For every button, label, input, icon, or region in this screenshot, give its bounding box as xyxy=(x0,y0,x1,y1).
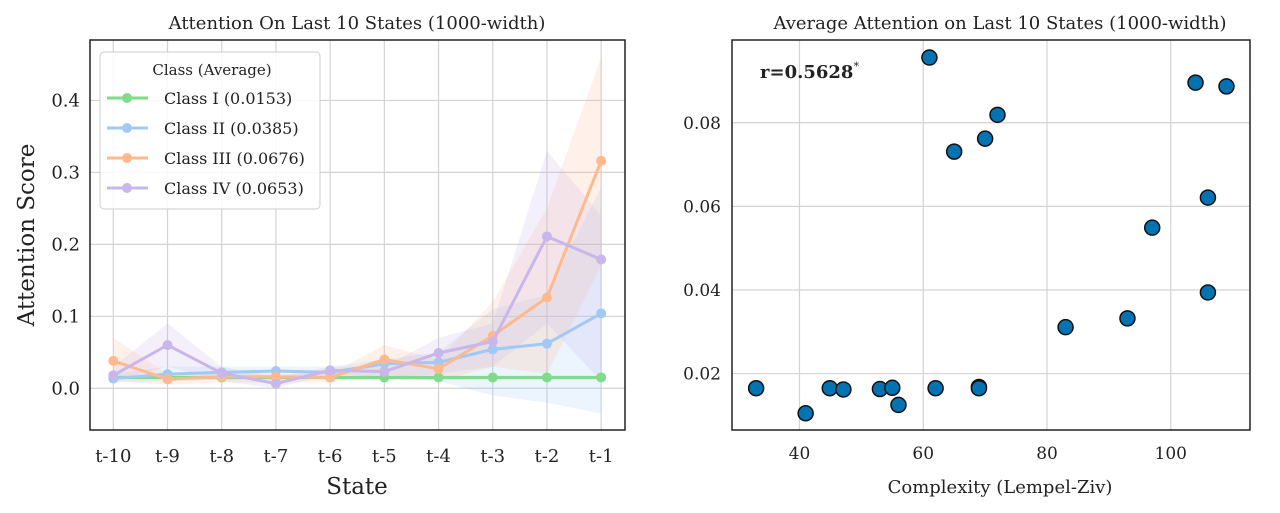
x-tick-label: t-8 xyxy=(209,446,234,467)
scatter-point xyxy=(1057,318,1074,336)
scatter-point xyxy=(1119,310,1136,327)
x-tick-label: 100 xyxy=(1155,444,1187,464)
series-1-point xyxy=(487,372,498,383)
scatter-point xyxy=(1143,219,1161,236)
y-tick-label: 0.06 xyxy=(683,197,721,217)
series-3-point xyxy=(325,372,336,383)
series-4-point xyxy=(433,348,444,359)
series-3-point xyxy=(379,354,390,365)
scatter-point xyxy=(945,143,963,160)
scatter-point xyxy=(1199,284,1217,301)
legend-swatch-marker xyxy=(122,123,132,133)
correlation-value: r=0.5628 xyxy=(760,62,853,83)
series-4-point xyxy=(216,368,227,379)
confidence-band-2 xyxy=(113,186,602,414)
scatter-point xyxy=(927,379,944,397)
legend-box xyxy=(99,51,321,210)
series-1-point xyxy=(596,372,607,383)
scatter-point xyxy=(976,130,994,147)
left-chart-title: Attention On Last 10 States (1000-width) xyxy=(168,13,546,34)
series-3-point xyxy=(108,355,119,366)
x-tick-label: t-2 xyxy=(535,446,560,467)
y-tick-label: 0.04 xyxy=(683,281,721,301)
scatter-point xyxy=(747,379,765,397)
legend-label: Class IV (0.0653) xyxy=(164,179,304,198)
x-tick-label: t-9 xyxy=(155,446,180,467)
x-tick-label: t-1 xyxy=(589,446,614,467)
x-tick-label: 60 xyxy=(912,444,934,464)
legend-swatch-marker xyxy=(122,183,132,193)
series-3-point xyxy=(270,371,281,382)
right-chart-title: Average Attention on Last 10 States (100… xyxy=(772,13,1226,34)
series-4-point xyxy=(596,254,607,265)
series-4-point xyxy=(379,366,390,377)
series-4-point xyxy=(162,340,173,351)
x-tick-label: t-5 xyxy=(372,446,397,467)
series-2-point xyxy=(541,338,552,349)
x-tick-label: t-3 xyxy=(480,446,505,467)
line-chart: Attention On Last 10 States (1000-width)… xyxy=(14,13,626,500)
legend: Class (Average) Class I (0.0153) Class II… xyxy=(99,51,321,210)
right-x-axis-label: Complexity (Lempel-Ziv) xyxy=(888,477,1113,498)
series-3-point xyxy=(433,363,444,374)
left-y-axis-label: Attention Score xyxy=(14,144,40,328)
correlation-annotation: r=0.5628* xyxy=(760,60,859,83)
scatter-point xyxy=(884,379,901,397)
y-tick-label: 0.3 xyxy=(51,162,80,183)
series-3-point xyxy=(541,292,552,303)
scatter-point xyxy=(921,49,938,66)
legend-label: Class I (0.0153) xyxy=(164,89,292,108)
scatter-point xyxy=(989,106,1006,124)
scatter-point xyxy=(970,379,988,397)
x-tick-label: t-4 xyxy=(426,446,451,467)
series-4-point xyxy=(270,378,281,389)
series-2-point xyxy=(596,308,607,319)
series-line-4 xyxy=(112,234,602,386)
y-tick-label: 0.08 xyxy=(683,114,721,134)
series-1-point xyxy=(433,372,444,383)
left-x-axis-label: State xyxy=(326,474,388,500)
y-tick-label: 0.4 xyxy=(51,90,80,111)
scatter-point xyxy=(797,405,814,422)
series-4-point xyxy=(487,336,498,347)
scatter-point xyxy=(1218,78,1235,95)
significance-mark: * xyxy=(853,60,859,73)
x-tick-label: 80 xyxy=(1036,444,1058,464)
legend-label: Class II (0.0385) xyxy=(164,119,299,138)
scatter-point xyxy=(835,381,852,398)
series-3-point xyxy=(162,374,173,385)
legend-label: Class III (0.0676) xyxy=(164,149,305,168)
x-tick-label: 40 xyxy=(789,444,811,464)
y-tick-label: 0.0 xyxy=(51,378,80,399)
series-2-point xyxy=(487,344,498,355)
confidence-band-4 xyxy=(113,150,602,389)
series-4-point xyxy=(108,370,119,381)
x-tick-label: t-7 xyxy=(264,446,289,467)
scatter-point xyxy=(821,379,839,397)
legend-title: Class (Average) xyxy=(152,61,271,79)
series-3-point xyxy=(596,155,607,166)
y-tick-label: 0.02 xyxy=(683,365,721,385)
right-plot-frame xyxy=(731,39,1251,431)
legend-swatch-marker xyxy=(122,93,132,103)
scatter-chart: Average Attention on Last 10 States (100… xyxy=(683,13,1251,498)
confidence-band-3 xyxy=(113,57,602,385)
x-tick-label: t-10 xyxy=(95,446,131,467)
series-1-point xyxy=(541,372,552,383)
series-line-3 xyxy=(112,160,603,381)
series-4-point xyxy=(325,365,336,376)
y-tick-label: 0.2 xyxy=(51,234,80,255)
x-tick-label: t-6 xyxy=(318,446,343,467)
left-plot-frame xyxy=(89,39,626,431)
scatter-point xyxy=(1187,74,1204,91)
series-4-point xyxy=(541,231,552,242)
legend-swatch-marker xyxy=(122,153,132,163)
scatter-point xyxy=(1199,189,1217,206)
scatter-point xyxy=(890,396,907,414)
y-tick-label: 0.1 xyxy=(51,306,80,327)
